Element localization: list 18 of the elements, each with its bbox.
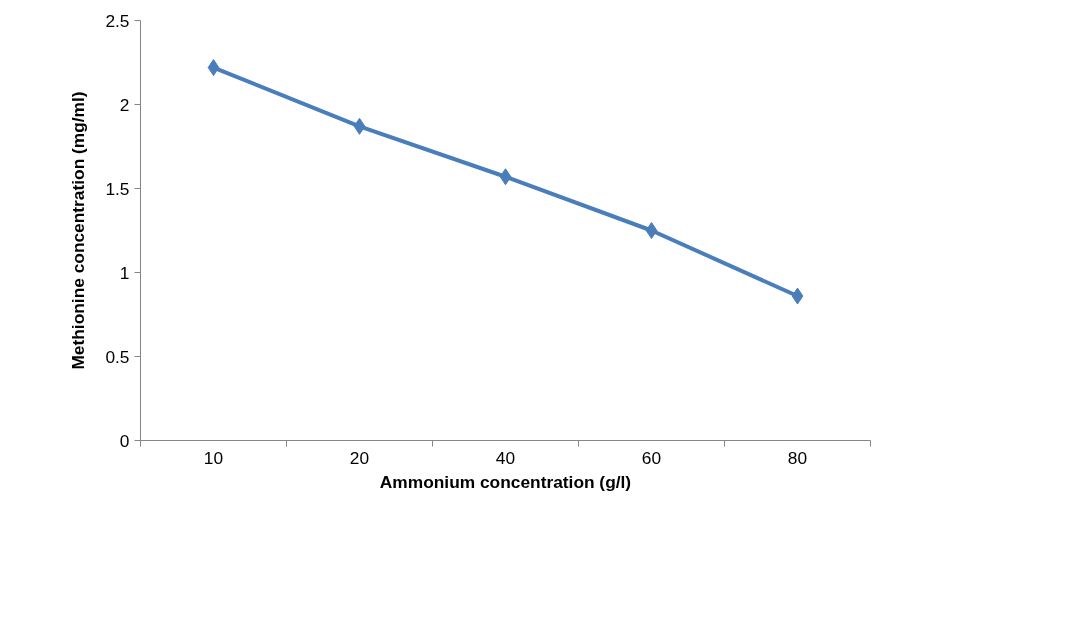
point bbox=[207, 59, 220, 77]
y-tick-label: 1 bbox=[119, 262, 130, 283]
x-tick-label: 40 bbox=[495, 447, 516, 468]
point bbox=[353, 117, 366, 135]
y-tick-label: 0 bbox=[119, 430, 130, 451]
x-axis-title: Ammonium concentration (g/l) bbox=[379, 471, 632, 492]
x-tick-label: 20 bbox=[349, 447, 370, 468]
point bbox=[791, 287, 804, 305]
x-tick-label: 80 bbox=[787, 447, 808, 468]
y-tick-label: 0.5 bbox=[105, 346, 130, 367]
y-tick-label: 2 bbox=[119, 94, 130, 115]
x-tick-label: 10 bbox=[203, 447, 224, 468]
point bbox=[499, 168, 512, 186]
y-axis-title: Methionine concentration (mg/ml) bbox=[68, 91, 89, 370]
y-tick-label: 2.5 bbox=[105, 10, 130, 31]
y-tick-label: 1.5 bbox=[105, 178, 130, 199]
point bbox=[645, 222, 658, 239]
x-tick-label: 60 bbox=[641, 447, 662, 468]
